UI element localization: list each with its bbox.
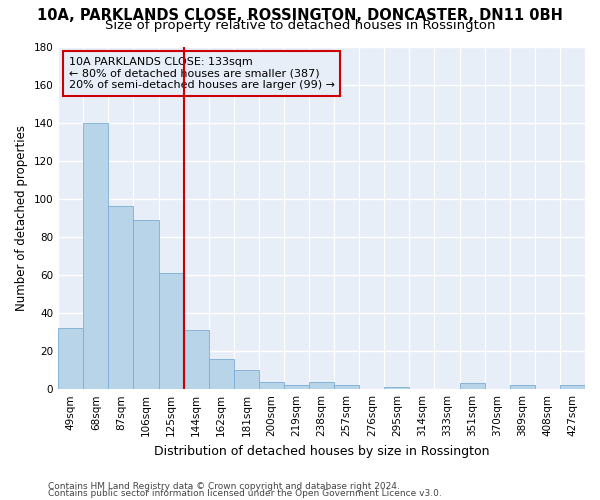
X-axis label: Distribution of detached houses by size in Rossington: Distribution of detached houses by size … [154,444,490,458]
Bar [334,386,359,389]
Text: Contains HM Land Registry data © Crown copyright and database right 2024.: Contains HM Land Registry data © Crown c… [48,482,400,491]
Bar [460,384,485,389]
Bar [259,382,284,389]
Bar [83,122,109,389]
Bar [109,206,133,389]
Text: Size of property relative to detached houses in Rossington: Size of property relative to detached ho… [105,19,495,32]
Text: 10A, PARKLANDS CLOSE, ROSSINGTON, DONCASTER, DN11 0BH: 10A, PARKLANDS CLOSE, ROSSINGTON, DONCAS… [37,8,563,22]
Bar [284,386,309,389]
Text: 10A PARKLANDS CLOSE: 133sqm
← 80% of detached houses are smaller (387)
20% of se: 10A PARKLANDS CLOSE: 133sqm ← 80% of det… [69,57,335,90]
Text: Contains public sector information licensed under the Open Government Licence v3: Contains public sector information licen… [48,490,442,498]
Bar [133,220,158,389]
Bar [209,358,234,389]
Bar [58,328,83,389]
Bar [234,370,259,389]
Bar [560,386,585,389]
Bar [309,382,334,389]
Bar [385,388,409,389]
Bar [510,386,535,389]
Bar [158,273,184,389]
Y-axis label: Number of detached properties: Number of detached properties [15,125,28,311]
Bar [184,330,209,389]
